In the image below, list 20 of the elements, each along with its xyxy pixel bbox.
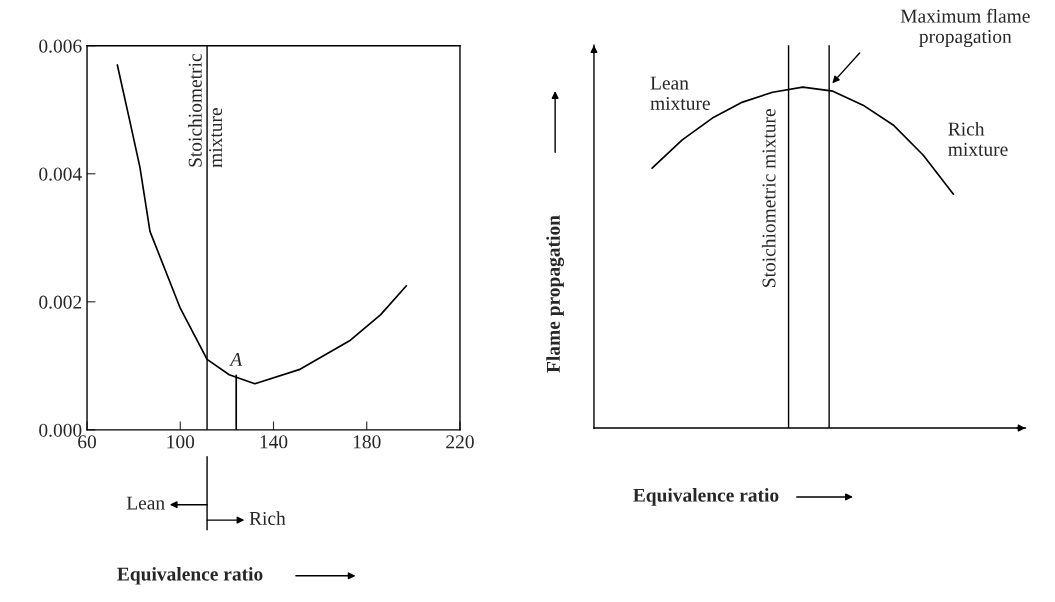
x-tick-label: 100 xyxy=(167,435,195,449)
y-tick-label: 0.002 xyxy=(39,295,82,309)
y-tick-label: 0.000 xyxy=(39,423,82,437)
text: Lean xyxy=(126,496,165,510)
x-tick-label: 140 xyxy=(260,435,288,449)
y-axis-title: Flame propagation xyxy=(546,215,565,373)
y-tick-label: 0.004 xyxy=(39,167,82,181)
annotation: Stoichiometric mixture xyxy=(761,109,776,287)
ref-line-label: Stoichiometric mixture xyxy=(188,54,223,168)
annotation: Rich mixture xyxy=(948,121,1008,156)
y-tick-label: 0.006 xyxy=(39,39,82,53)
annotation: A xyxy=(229,352,243,366)
text: Maximum flame propagation xyxy=(900,8,1030,48)
x-axis-title: Equivalence ratio xyxy=(117,566,263,585)
text: Rich xyxy=(249,511,286,525)
x-tick-label: 60 xyxy=(78,435,97,449)
x-tick-label: 220 xyxy=(446,435,474,449)
x-tick-label: 180 xyxy=(353,435,381,449)
x-axis-title: Equivalence ratio xyxy=(633,488,779,506)
annotation: Lean mixture xyxy=(650,76,710,110)
